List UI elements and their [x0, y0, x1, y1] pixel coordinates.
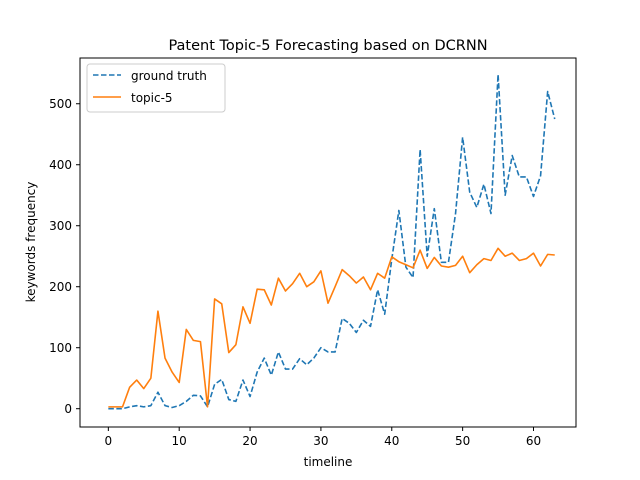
y-tick-label: 500	[49, 97, 72, 111]
x-tick-label: 60	[526, 434, 541, 448]
y-tick-label: 100	[49, 341, 72, 355]
legend-label-ground-truth: ground truth	[131, 69, 207, 83]
y-tick-label: 0	[64, 402, 72, 416]
y-tick-label: 300	[49, 219, 72, 233]
x-axis-label: timeline	[304, 455, 353, 469]
x-tick-label: 10	[172, 434, 187, 448]
chart-title: Patent Topic-5 Forecasting based on DCRN…	[168, 38, 487, 54]
x-tick-label: 40	[384, 434, 399, 448]
x-tick-label: 30	[313, 434, 328, 448]
legend: ground truth topic-5	[87, 64, 225, 112]
y-tick-label: 200	[49, 280, 72, 294]
x-tick-label: 20	[242, 434, 257, 448]
y-axis-label: keywords frequency	[24, 182, 38, 303]
legend-label-topic-5: topic-5	[131, 91, 173, 105]
y-tick-label: 400	[49, 158, 72, 172]
x-tick-label: 0	[105, 434, 113, 448]
x-tick-label: 50	[455, 434, 470, 448]
